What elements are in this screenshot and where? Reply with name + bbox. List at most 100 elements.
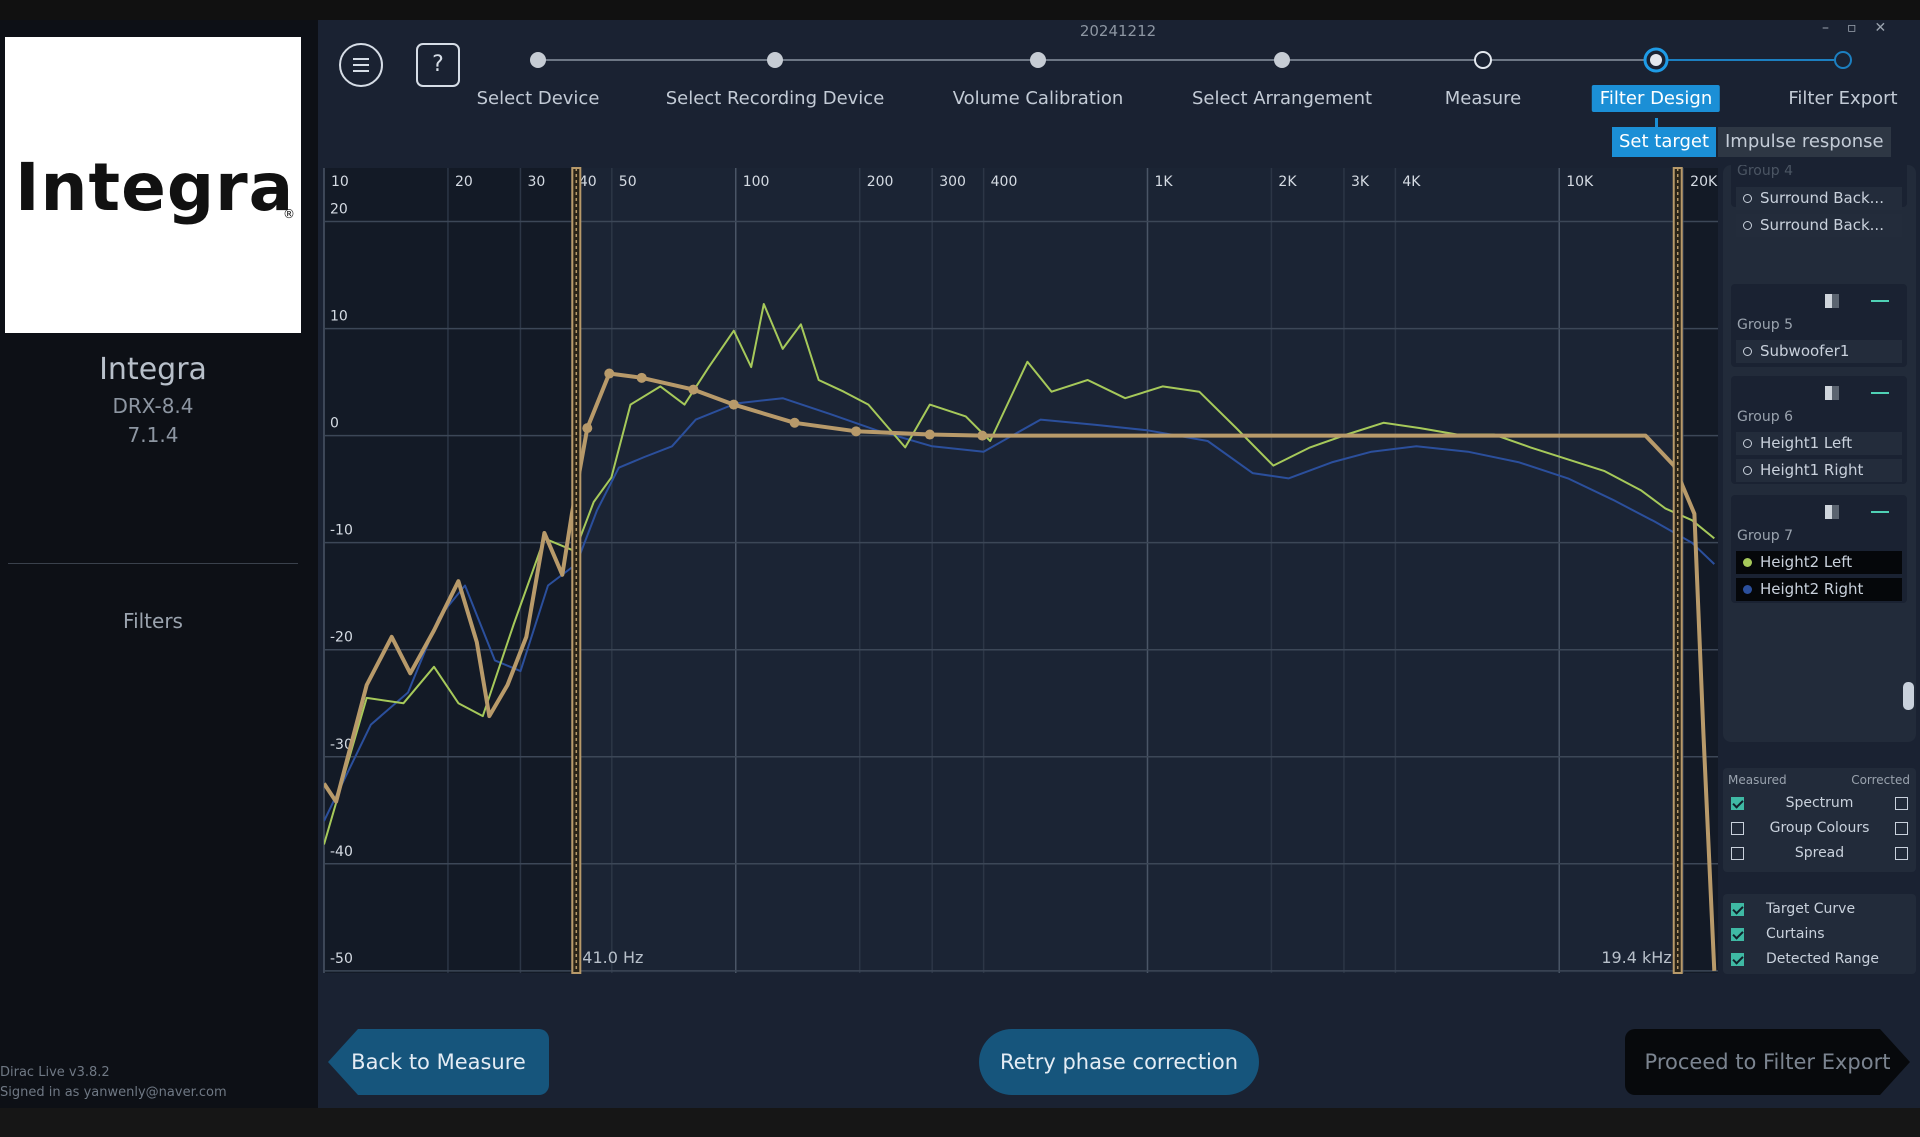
checkbox[interactable] [1731, 822, 1744, 835]
checkbox[interactable] [1731, 847, 1744, 860]
channel-name: Height1 Right [1760, 461, 1864, 479]
x-tick-label: 3K [1351, 174, 1370, 190]
step-label[interactable]: Measure [1444, 88, 1522, 109]
x-tick-label: 400 [991, 174, 1018, 190]
checkbox[interactable] [1731, 797, 1744, 810]
channel-name: Height2 Left [1760, 553, 1853, 571]
checkbox[interactable] [1731, 953, 1744, 966]
target-point [582, 423, 593, 434]
retry-button[interactable]: Retry phase correction [979, 1029, 1259, 1095]
proceed-button[interactable]: Proceed to Filter Export [1625, 1029, 1910, 1095]
x-tick-label: 10K [1566, 174, 1594, 190]
x-tick-label: 30 [527, 174, 545, 190]
step-dot [1030, 52, 1046, 68]
series-line [324, 397, 1715, 822]
channel-name: Height1 Left [1760, 434, 1853, 452]
group-label: Group 4 [1737, 165, 1793, 179]
channel-dot [1743, 347, 1752, 356]
group-icon[interactable] [1825, 386, 1839, 400]
date: 20241212 [1079, 22, 1157, 40]
back-button[interactable]: Back to Measure [328, 1029, 549, 1095]
group-box: Group 6 Height1 Left Height1 Right [1731, 376, 1907, 484]
group-box: Group 4 Surround Back... Surround Back... [1731, 165, 1907, 237]
channel-row[interactable]: Surround Back... [1736, 214, 1902, 237]
option-label: Group Colours [1769, 820, 1870, 836]
step-dot [767, 52, 783, 68]
column-header: Measured [1728, 773, 1787, 787]
option-label: Target Curve [1766, 901, 1856, 917]
target-point [789, 417, 800, 428]
channel-row[interactable]: Surround Back... [1736, 187, 1902, 210]
step-dot [1274, 52, 1290, 68]
group-icon[interactable] [1825, 294, 1839, 308]
target-point [851, 426, 862, 437]
target-point [728, 399, 739, 410]
option-label: Spread [1794, 845, 1845, 861]
sidebar: Integra ® Integra DRX-8.4 7.1.4 Filters … [0, 20, 318, 1108]
option-label: Curtains [1766, 926, 1825, 942]
menu-button[interactable] [339, 43, 383, 87]
step-label[interactable]: Filter Export [1788, 88, 1898, 109]
version: Dirac Live v3.8.2 [0, 1065, 110, 1080]
checkbox[interactable] [1895, 797, 1908, 810]
channel-row[interactable]: Subwoofer1 [1736, 340, 1902, 363]
channel-name: Height2 Right [1760, 580, 1864, 598]
step-label[interactable]: Select Device [476, 88, 600, 109]
curtain-shade [324, 168, 577, 973]
step-label[interactable]: Select Recording Device [665, 88, 885, 109]
channel-row[interactable]: Height1 Left [1736, 432, 1902, 455]
checkbox[interactable] [1895, 822, 1908, 835]
display-panel: Measured Corrected Spectrum Group Colours Sp… [1723, 768, 1916, 872]
target-point [924, 429, 935, 440]
group-box: Group 7 Height2 Left Height2 Right [1731, 495, 1907, 603]
y-tick-label: -40 [330, 844, 353, 860]
tab[interactable]: Set target [1612, 127, 1717, 157]
channel-dot [1743, 439, 1752, 448]
channel-name: Surround Back... [1760, 189, 1884, 207]
tab-connector [1655, 118, 1658, 128]
channel-dot [1743, 585, 1752, 594]
target-point [977, 430, 988, 441]
channel-row[interactable]: Height1 Right [1736, 459, 1902, 482]
x-tick-label: 100 [743, 174, 770, 190]
divider [8, 563, 298, 564]
channel-panel: Group 4 Surround Back... Surround Back... G… [1723, 165, 1916, 742]
group-icon[interactable] [1825, 505, 1839, 519]
checkbox[interactable] [1895, 847, 1908, 860]
brand: Integra [99, 352, 207, 387]
group-icon[interactable] [1871, 300, 1889, 302]
tab[interactable]: Impulse response [1718, 127, 1891, 157]
scrollbar-thumb[interactable] [1903, 682, 1914, 710]
config: 7.1.4 [127, 423, 179, 447]
nav-filters[interactable]: Filters [123, 609, 183, 633]
channel-row[interactable]: Height2 Right [1736, 578, 1902, 601]
x-tick-label: 20 [455, 174, 473, 190]
curtain-label: 19.4 kHz [1601, 948, 1671, 967]
signed-in: Signed in as yanwenly@naver.com [0, 1085, 227, 1100]
checkbox[interactable] [1731, 928, 1744, 941]
x-tick-label: 50 [619, 174, 637, 190]
window-controls[interactable]: –▫✕ [1822, 20, 1905, 36]
y-tick-label: -10 [330, 523, 353, 539]
step-label[interactable]: Filter Design [1591, 85, 1721, 112]
group-icon[interactable] [1871, 511, 1889, 513]
x-tick-label: 2K [1278, 174, 1297, 190]
y-tick-label: 10 [330, 309, 348, 325]
step-label[interactable]: Select Arrangement [1191, 88, 1373, 109]
option-label: Detected Range [1766, 951, 1880, 967]
target-point [636, 372, 647, 383]
x-tick-label: 10 [331, 174, 349, 190]
x-tick-label: 1K [1154, 174, 1173, 190]
step-dot [530, 52, 546, 68]
channel-name: Surround Back... [1760, 216, 1884, 234]
help-button[interactable]: ? [416, 43, 460, 87]
channel-dot [1743, 194, 1752, 203]
checkbox[interactable] [1731, 903, 1744, 916]
channel-row[interactable]: Height2 Left [1736, 551, 1902, 574]
step-label[interactable]: Volume Calibration [952, 88, 1124, 109]
group-icon[interactable] [1871, 392, 1889, 394]
y-tick-label: 20 [330, 202, 348, 218]
x-tick-label: 20K [1690, 174, 1718, 190]
